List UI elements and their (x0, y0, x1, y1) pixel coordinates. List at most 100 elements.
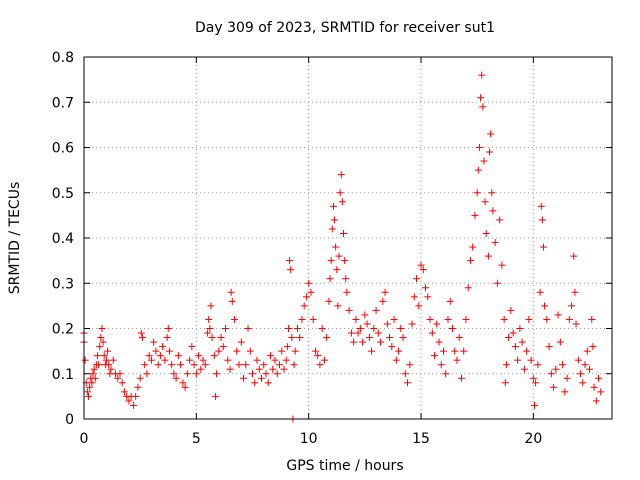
data-point (327, 257, 335, 265)
data-point (527, 356, 535, 364)
data-point (253, 356, 261, 364)
data-point (428, 329, 436, 337)
data-point (590, 383, 598, 391)
data-point (482, 229, 490, 237)
data-point (475, 144, 483, 151)
data-point (534, 361, 542, 369)
data-point (505, 334, 513, 342)
data-point (186, 356, 194, 364)
data-point (286, 257, 294, 265)
data-point (233, 347, 241, 355)
data-point (545, 343, 553, 351)
data-point (273, 370, 281, 378)
data-point (325, 297, 333, 305)
data-point (105, 361, 113, 369)
data-point (337, 171, 345, 179)
y-tick-label: 0.6 (52, 141, 74, 157)
data-point (473, 189, 481, 197)
data-point (537, 202, 545, 210)
data-point (136, 374, 144, 382)
data-point (448, 325, 456, 332)
y-tick-label: 0.4 (52, 231, 74, 247)
data-point (529, 374, 537, 382)
data-point (213, 370, 221, 378)
data-point (595, 374, 603, 382)
data-point (188, 343, 196, 351)
data-point (487, 130, 495, 138)
data-point (374, 329, 382, 337)
data-point (290, 361, 298, 369)
data-point (226, 365, 234, 373)
data-point (215, 347, 223, 355)
data-point (190, 361, 198, 369)
data-point (554, 311, 562, 319)
x-tick-label: 15 (412, 431, 430, 447)
data-point (179, 379, 187, 387)
data-point (455, 334, 463, 342)
data-point (451, 347, 459, 355)
data-point (471, 211, 479, 219)
data-point (488, 189, 496, 197)
data-point (491, 239, 499, 247)
data-point (333, 266, 341, 274)
data-point (498, 261, 506, 269)
data-point (446, 297, 454, 305)
data-point (413, 275, 421, 283)
data-point (161, 356, 169, 364)
data-point (541, 302, 549, 310)
data-point (329, 202, 337, 210)
data-point (165, 347, 173, 355)
data-point (334, 302, 342, 310)
data-point (283, 343, 291, 351)
data-point (249, 370, 257, 378)
data-point (264, 379, 272, 387)
data-point (493, 279, 501, 287)
data-point (422, 284, 430, 292)
y-tick-label: 0.7 (52, 95, 74, 111)
data-point (502, 361, 510, 369)
data-point (568, 302, 576, 310)
axis-ticks: 0 0.1 0.2 0.3 0.4 0.5 0.6 0.7 0.8 0 5 10 15 20 (52, 50, 612, 447)
data-point (536, 288, 544, 296)
data-point (589, 343, 597, 351)
data-point (275, 361, 283, 369)
data-point (152, 347, 160, 355)
data-point (100, 352, 108, 360)
data-point (163, 334, 171, 342)
data-point (206, 325, 214, 332)
x-axis-label: GPS time / hours (286, 458, 403, 474)
data-point (500, 315, 508, 323)
data-point (168, 361, 176, 369)
data-point (340, 229, 348, 237)
data-point (154, 361, 162, 369)
data-point (257, 374, 265, 382)
data-point (361, 311, 369, 319)
data-point (579, 379, 587, 387)
grid (84, 57, 612, 419)
data-point (207, 302, 215, 310)
data-point (565, 315, 573, 323)
data-point (347, 329, 355, 337)
data-point (197, 365, 205, 373)
data-point (107, 365, 115, 373)
data-point (395, 347, 403, 355)
data-point (442, 370, 450, 378)
data-point (511, 343, 519, 351)
data-point (97, 334, 105, 342)
data-point (255, 365, 263, 373)
data-point (129, 401, 137, 409)
data-point (125, 397, 133, 405)
data-point (150, 338, 158, 346)
data-point (208, 334, 216, 342)
data-point (251, 379, 259, 387)
data-point (577, 370, 585, 378)
data-point (96, 343, 104, 351)
data-point (489, 207, 497, 215)
data-point (431, 352, 439, 360)
data-point (143, 370, 151, 378)
data-point (116, 370, 124, 378)
data-point (314, 352, 322, 360)
data-point (280, 365, 288, 373)
data-point (331, 216, 339, 224)
data-point (563, 374, 571, 382)
